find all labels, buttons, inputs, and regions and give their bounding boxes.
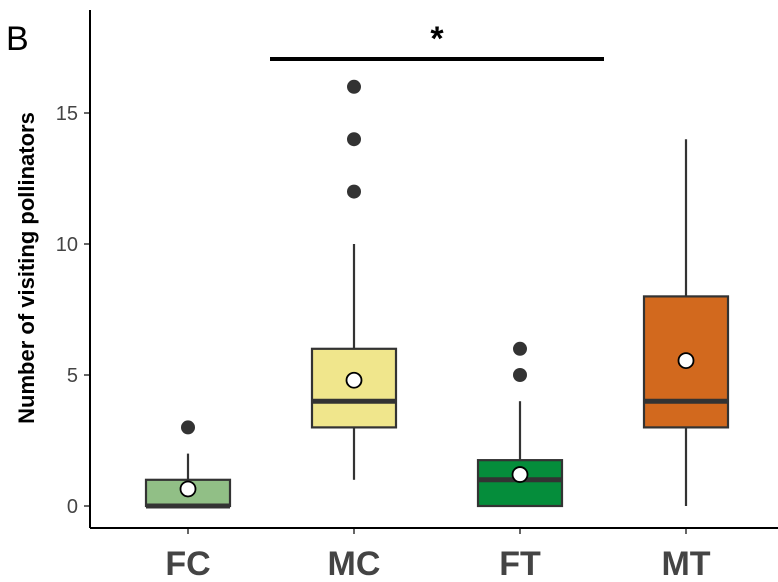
mean-point	[179, 480, 197, 498]
mean-point	[345, 371, 363, 389]
y-axis-label: Number of visiting pollinators	[14, 112, 39, 424]
outlier-point	[513, 341, 527, 356]
mean-point	[677, 352, 695, 369]
x-axis-ticks: FC MC FT MT	[165, 528, 711, 582]
outlier-point	[347, 132, 361, 147]
x-tick-label: FC	[165, 545, 210, 582]
box-ft	[476, 341, 564, 508]
x-tick-label: MT	[661, 545, 710, 582]
box-mc	[310, 79, 398, 480]
y-tick-label: 10	[56, 234, 78, 256]
box-fc	[144, 420, 232, 509]
outlier-point	[181, 420, 195, 435]
outlier-point	[347, 79, 361, 94]
x-tick-label: FT	[499, 545, 541, 582]
mean-point	[511, 466, 529, 483]
significance-label: *	[430, 20, 444, 58]
significance-annotation: *	[270, 20, 604, 61]
box-body	[476, 459, 564, 508]
y-tick-label: 5	[67, 365, 78, 387]
outlier-point	[347, 184, 361, 199]
boxes	[144, 79, 730, 509]
panel-label: B	[6, 20, 29, 58]
outlier-point	[513, 368, 527, 382]
y-tick-label: 15	[56, 103, 78, 125]
x-tick-label: MC	[328, 545, 381, 582]
y-axis-ticks: 0 5 10 15	[56, 103, 90, 518]
y-tick-label: 0	[67, 496, 78, 518]
box-mt	[642, 139, 730, 506]
